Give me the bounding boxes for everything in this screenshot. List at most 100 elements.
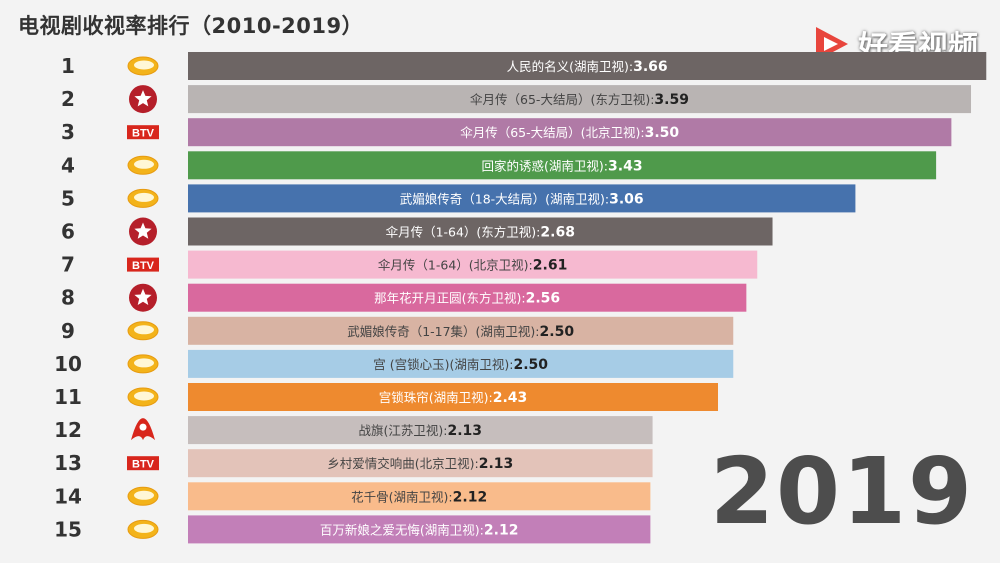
dragon-tv-star-icon <box>129 217 157 246</box>
jiangsu-tv-icon <box>131 418 155 441</box>
bar-label: 人民的名义(湖南卫视):3.66 <box>507 59 668 75</box>
rank-label: 11 <box>54 385 82 409</box>
series-label: 人民的名义(湖南卫视): <box>507 59 633 74</box>
bar-label: 百万新娘之爱无悔(湖南卫视):2.12 <box>320 522 519 538</box>
bar <box>188 85 972 114</box>
rank-label: 9 <box>61 319 75 343</box>
bar-label: 花千骨(湖南卫视):2.12 <box>351 489 487 505</box>
value-label: 2.68 <box>540 225 575 241</box>
btv-logo-text: BTV <box>132 128 155 140</box>
bar-label: 乡村爱情交响曲(北京卫视):2.13 <box>327 456 513 472</box>
series-label: 伞月传（65-大结局）(北京卫视): <box>460 125 644 140</box>
bar <box>188 383 719 411</box>
btv-logo-text: BTV <box>132 260 155 272</box>
value-label: 3.50 <box>645 125 680 141</box>
chart-row: 12 战旗(江苏卫视):2.13 <box>54 416 653 445</box>
series-label: 宫 (宫锁心玉)(湖南卫视): <box>373 357 513 372</box>
hunan-tv-mango-icon <box>127 155 159 175</box>
bar <box>188 449 653 478</box>
value-label: 2.56 <box>526 291 561 307</box>
bar-label: 回家的诱惑(湖南卫视):3.43 <box>482 158 643 174</box>
hunan-tv-mango-icon <box>127 387 159 407</box>
bar-label: 伞月传（1-64）(东方卫视):2.68 <box>386 225 575 241</box>
value-label: 2.43 <box>493 390 528 406</box>
bar <box>188 184 856 213</box>
value-label: 2.13 <box>479 456 514 472</box>
chart-row: 3 BTV 伞月传（65-大结局）(北京卫视):3.50 <box>61 118 952 147</box>
hunan-tv-mango-icon <box>127 321 159 341</box>
series-label: 花千骨(湖南卫视): <box>351 489 452 504</box>
bar-label: 宫锁珠帘(湖南卫视):2.43 <box>379 390 528 406</box>
chart-row: 2 伞月传（65-大结局）(东方卫视):3.59 <box>61 85 972 114</box>
btv-logo-icon: BTV <box>127 125 159 140</box>
bar <box>188 482 651 511</box>
play-triangle-icon <box>816 27 848 61</box>
value-label: 3.06 <box>609 191 644 207</box>
btv-logo-icon: BTV <box>127 257 159 272</box>
rank-label: 10 <box>54 352 82 376</box>
bar-label: 武媚娘传奇（18-大结局）(湖南卫视):3.06 <box>400 191 644 207</box>
rank-label: 4 <box>61 153 75 177</box>
bar-label: 伞月传（1-64）(北京卫视):2.61 <box>378 258 567 274</box>
rank-label: 6 <box>61 220 75 244</box>
rank-label: 13 <box>54 451 82 475</box>
rank-label: 14 <box>54 484 82 508</box>
bar <box>188 416 653 445</box>
rank-label: 3 <box>61 120 75 144</box>
bar-label: 那年花开月正圆(东方卫视):2.56 <box>374 291 560 307</box>
chart-row: 13 BTV 乡村爱情交响曲(北京卫视):2.13 <box>54 449 653 478</box>
value-label: 2.61 <box>533 258 568 274</box>
series-label: 武媚娘传奇（1-17集）(湖南卫视): <box>347 324 539 339</box>
chart-row: 5 武媚娘传奇（18-大结局）(湖南卫视):3.06 <box>61 184 856 213</box>
chart-row: 8 那年花开月正圆(东方卫视):2.56 <box>61 283 747 312</box>
rank-label: 2 <box>61 87 75 111</box>
bar-label: 伞月传（65-大结局）(北京卫视):3.50 <box>460 125 679 141</box>
series-label: 伞月传（1-64）(北京卫视): <box>378 258 533 273</box>
hunan-tv-mango-icon <box>127 56 159 76</box>
bar <box>188 151 937 180</box>
hunan-tv-mango-icon <box>127 354 159 374</box>
bar-label: 宫 (宫锁心玉)(湖南卫视):2.50 <box>373 357 548 373</box>
value-label: 3.43 <box>608 158 643 174</box>
bar-label: 伞月传（65-大结局）(东方卫视):3.59 <box>470 92 689 108</box>
chart-row: 6 伞月传（1-64）(东方卫视):2.68 <box>61 217 773 246</box>
chart-row: 11 宫锁珠帘(湖南卫视):2.43 <box>54 383 719 411</box>
btv-logo-text: BTV <box>132 459 155 471</box>
rank-label: 15 <box>54 517 82 541</box>
rank-label: 5 <box>61 186 75 210</box>
rank-label: 7 <box>61 253 75 277</box>
series-label: 战旗(江苏卫视): <box>359 423 448 438</box>
value-label: 3.59 <box>654 92 689 108</box>
chart-title: 电视剧收视率排行（2010-2019） <box>18 14 364 38</box>
brand-watermark: 好看视频 <box>810 22 978 66</box>
series-label: 乡村爱情交响曲(北京卫视): <box>327 456 478 471</box>
bar <box>188 250 758 279</box>
rank-label: 8 <box>61 286 75 310</box>
chart-row: 7 BTV 伞月传（1-64）(北京卫视):2.61 <box>61 250 758 279</box>
btv-logo-icon: BTV <box>127 456 159 471</box>
series-label: 伞月传（65-大结局）(东方卫视): <box>470 92 654 107</box>
year-label: 2019 <box>710 438 975 545</box>
hunan-tv-mango-icon <box>127 188 159 208</box>
series-label: 宫锁珠帘(湖南卫视): <box>379 390 493 405</box>
value-label: 2.12 <box>484 522 519 538</box>
chart-row: 10 宫 (宫锁心玉)(湖南卫视):2.50 <box>54 349 734 378</box>
series-label: 百万新娘之爱无悔(湖南卫视): <box>320 522 484 537</box>
series-label: 回家的诱惑(湖南卫视): <box>482 158 608 173</box>
bar <box>188 316 734 345</box>
chart-row: 9 武媚娘传奇（1-17集）(湖南卫视):2.50 <box>61 316 734 345</box>
series-label: 武媚娘传奇（18-大结局）(湖南卫视): <box>400 191 609 206</box>
brand-text: 好看视频 <box>858 30 978 65</box>
bar <box>188 217 773 246</box>
dragon-tv-star-icon <box>129 283 157 312</box>
bar <box>188 515 651 544</box>
dragon-tv-star-icon <box>129 85 157 114</box>
series-label: 伞月传（1-64）(东方卫视): <box>386 225 541 240</box>
bar <box>188 118 952 147</box>
hunan-tv-mango-icon <box>127 486 159 506</box>
bar <box>188 349 734 378</box>
rank-label: 12 <box>54 418 82 442</box>
chart-row: 14 花千骨(湖南卫视):2.12 <box>54 482 651 511</box>
bar-label: 战旗(江苏卫视):2.13 <box>359 423 483 439</box>
bar <box>188 283 747 312</box>
